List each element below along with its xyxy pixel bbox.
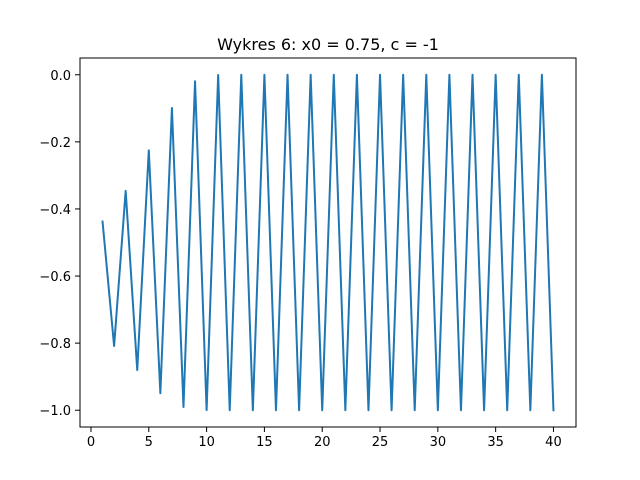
y-tick-label: −0.2 [39, 136, 71, 151]
series-line-0 [101, 73, 555, 412]
y-tick-label: −0.6 [39, 270, 71, 285]
chart-title: Wykres 6: x0 = 0.75, c = -1 [217, 35, 439, 54]
x-tick-label: 15 [256, 435, 273, 450]
y-tick-label: −1.0 [39, 404, 71, 419]
y-tick-label: −0.4 [39, 203, 71, 218]
axes-frame [79, 57, 577, 428]
x-tick-label: 5 [145, 435, 153, 450]
x-tick-label: 30 [430, 435, 447, 450]
x-tick-label: 20 [314, 435, 331, 450]
plot-area: 0 5 10 15 20 25 30 35 40 0.0 −0.2 −0.4 −0.6 −0.8 −1.0 [39, 57, 577, 450]
x-tick-label: 25 [372, 435, 389, 450]
x-tick-label: 35 [487, 435, 504, 450]
y-tick-label: −0.8 [39, 337, 71, 352]
x-tick-label: 10 [198, 435, 215, 450]
x-tick-label: 40 [545, 435, 562, 450]
y-tick-label: 0.0 [50, 69, 71, 84]
x-tick-label: 0 [87, 435, 95, 450]
